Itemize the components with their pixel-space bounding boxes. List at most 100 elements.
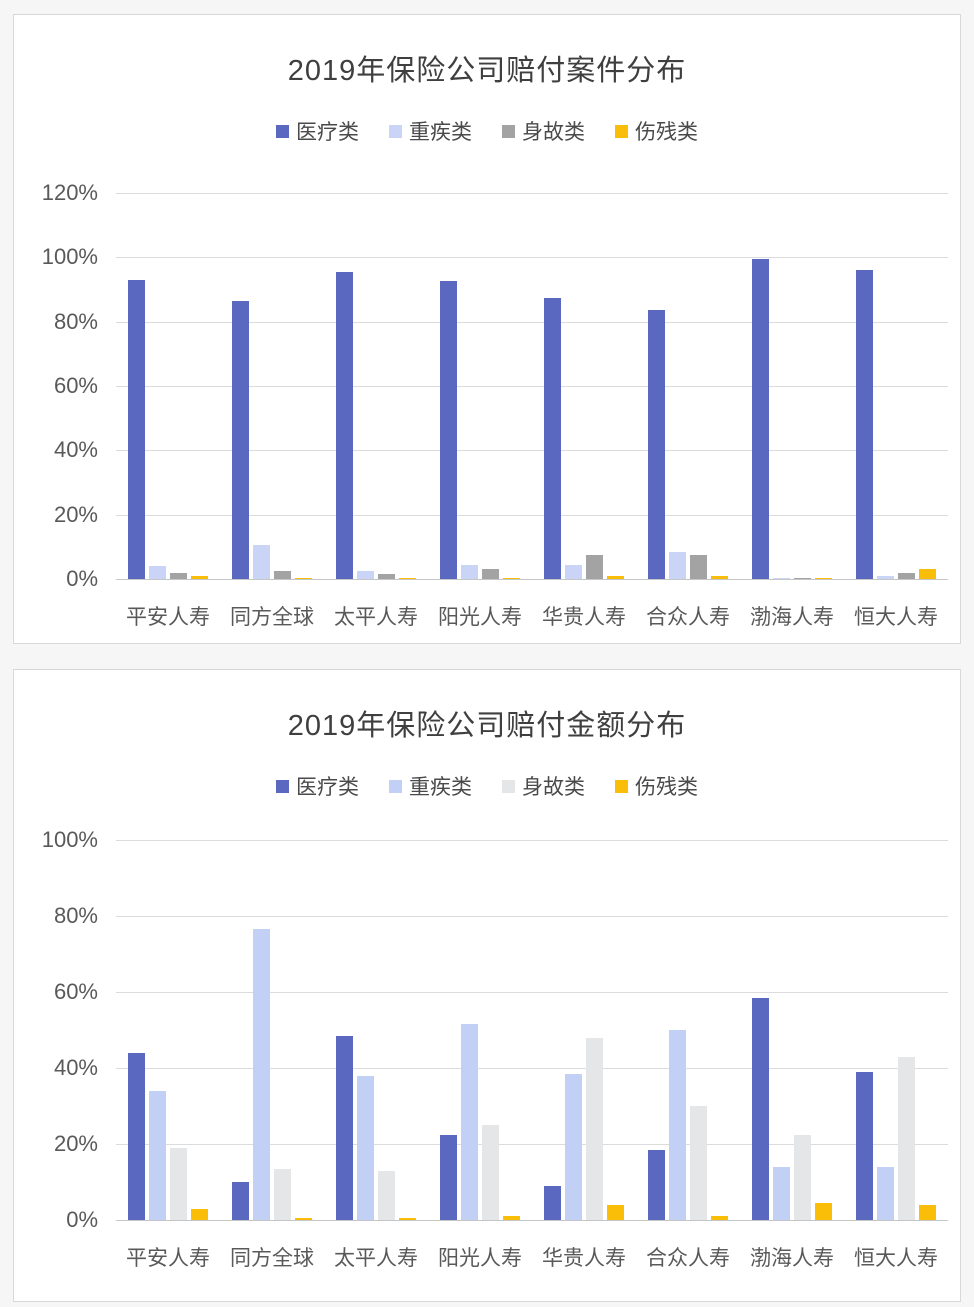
gridline (116, 840, 948, 841)
gridline (116, 257, 948, 259)
gridline (116, 514, 948, 516)
legend-swatch-icon (276, 124, 289, 138)
bar (274, 570, 291, 579)
bar (773, 578, 790, 579)
bar (232, 300, 249, 579)
bar (253, 545, 270, 579)
gridline (116, 386, 948, 387)
bar (482, 569, 499, 579)
bar (399, 1218, 416, 1220)
bar-group (428, 193, 532, 579)
bar (648, 310, 665, 579)
x-axis-category-label: 同方全球 (230, 606, 314, 629)
bar-group (844, 840, 948, 1220)
legend-item: 伤残类 (615, 116, 698, 146)
plot-area (116, 840, 948, 1221)
bar-group (324, 193, 428, 579)
bar (856, 1071, 873, 1220)
bar (357, 1075, 374, 1220)
bar (482, 1125, 499, 1220)
gridline (116, 579, 948, 580)
bar (295, 1218, 312, 1220)
bar (919, 569, 936, 579)
bar-group (532, 193, 636, 579)
bar (856, 270, 873, 579)
gridline (116, 321, 948, 323)
bar (773, 1166, 790, 1220)
legend-item: 医疗类 (276, 771, 359, 801)
x-axis-category-label: 阳光人寿 (438, 606, 522, 629)
bar-group (636, 193, 740, 579)
x-axis-category-label: 平安人寿 (126, 1247, 210, 1270)
gridline (116, 1144, 948, 1145)
bar (336, 271, 353, 579)
bar (544, 297, 561, 579)
y-axis-tick-label: 80% (53, 903, 98, 928)
gridline (116, 193, 948, 194)
x-axis-category-label: 渤海人寿 (750, 1247, 834, 1270)
bar (170, 572, 187, 579)
bar (503, 578, 520, 579)
bar (607, 1204, 624, 1220)
bar (461, 1024, 478, 1220)
plot-area (116, 193, 948, 580)
x-axis-labels: 平安人寿 同方全球 太平人寿 阳光人寿 华贵人寿 合众人寿 渤海人寿 恒大人寿 (116, 1242, 948, 1272)
bar (461, 564, 478, 579)
bar-group (844, 193, 948, 579)
bar (711, 576, 728, 579)
bar (690, 554, 707, 579)
bar (170, 1147, 187, 1220)
legend-label: 重疾类 (409, 121, 472, 144)
bar (191, 1208, 208, 1220)
bar (191, 575, 208, 579)
bar (794, 578, 811, 579)
x-axis-category-label: 华贵人寿 (542, 1247, 626, 1270)
bar (648, 1149, 665, 1220)
y-axis-tick-label: 100% (41, 827, 98, 852)
gridline (116, 1220, 948, 1221)
y-axis-tick-label: 60% (53, 373, 98, 398)
y-axis-tick-label: 120% (41, 180, 98, 205)
legend-item: 医疗类 (276, 116, 359, 146)
legend-item: 重疾类 (389, 771, 472, 801)
legend-swatch-icon (502, 779, 515, 793)
y-axis-tick-label: 40% (53, 1055, 98, 1080)
bar (794, 1134, 811, 1220)
bar (565, 564, 582, 579)
bar (752, 258, 769, 579)
bar (565, 1073, 582, 1220)
legend-label: 身故类 (522, 776, 585, 799)
bar-group (428, 840, 532, 1220)
x-axis-category-label: 阳光人寿 (438, 1247, 522, 1270)
x-axis-category-label: 恒大人寿 (854, 606, 938, 629)
bar-group (324, 840, 428, 1220)
bar (815, 1202, 832, 1220)
legend-item: 身故类 (502, 116, 585, 146)
y-axis-labels: 100% 80% 60% 40% 20% 0% (14, 827, 98, 1232)
legend-swatch-icon (502, 124, 515, 138)
x-axis-category-label: 合众人寿 (646, 606, 730, 629)
legend-swatch-icon (389, 779, 402, 793)
y-axis-tick-label: 0% (66, 566, 98, 591)
gridline (116, 450, 948, 452)
bar (440, 1134, 457, 1220)
bar (877, 1166, 894, 1220)
x-axis-category-label: 平安人寿 (126, 606, 210, 629)
bar (128, 279, 145, 579)
bar (378, 1170, 395, 1220)
chart-title: 2019年保险公司赔付金额分布 (287, 710, 687, 742)
x-axis-category-label: 太平人寿 (334, 606, 418, 629)
bar (607, 576, 624, 579)
bar (898, 1056, 915, 1220)
legend-label: 伤残类 (635, 121, 698, 144)
x-axis-category-label: 同方全球 (230, 1247, 314, 1270)
bar (336, 1035, 353, 1220)
legend-label: 医疗类 (296, 121, 359, 144)
bar-group (220, 840, 324, 1220)
bar (752, 997, 769, 1220)
bar (898, 572, 915, 579)
y-axis-tick-label: 20% (53, 501, 98, 527)
y-axis-tick-label: 100% (41, 244, 98, 270)
bar (544, 1185, 561, 1220)
